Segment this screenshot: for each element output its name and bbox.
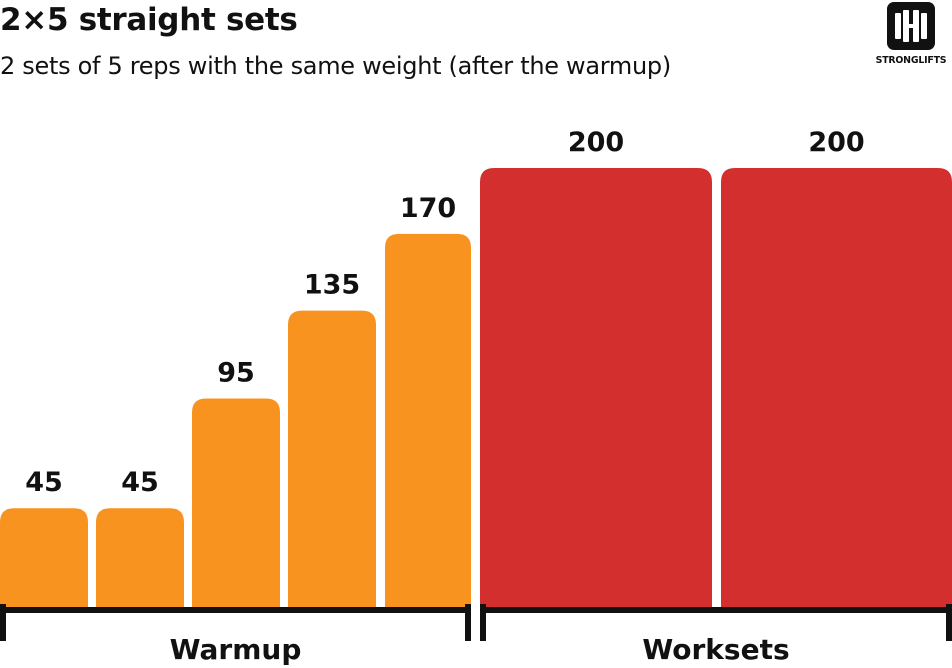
group-bracket-warmup: [0, 604, 471, 641]
chart-title: 2×5 straight sets: [0, 2, 298, 38]
bar-4: [288, 310, 376, 607]
bar-5: [385, 233, 471, 607]
bar-value-label-5: 170: [400, 193, 456, 224]
bar-value-label-2: 45: [121, 467, 159, 498]
bar-6: [480, 168, 712, 607]
chart-subtitle: 2 sets of 5 reps with the same weight (a…: [0, 52, 671, 80]
bar-1: [0, 508, 88, 607]
bar-value-label-7: 200: [808, 127, 864, 158]
barbell-icon: [887, 2, 935, 50]
group-label-worksets: Worksets: [642, 633, 789, 666]
bar-value-label-3: 95: [217, 357, 255, 388]
bar-3: [192, 398, 280, 607]
group-label-warmup: Warmup: [170, 633, 302, 666]
bar-value-label-6: 200: [568, 127, 624, 158]
bar-value-label-1: 45: [25, 467, 63, 498]
bar-value-label-4: 135: [304, 270, 360, 301]
bar-2: [96, 508, 184, 607]
stronglifts-logo: STRONGLIFTS: [870, 2, 952, 92]
logo-wordmark: STRONGLIFTS: [875, 55, 947, 66]
group-bracket-worksets: [480, 604, 952, 641]
bar-7: [721, 168, 952, 607]
